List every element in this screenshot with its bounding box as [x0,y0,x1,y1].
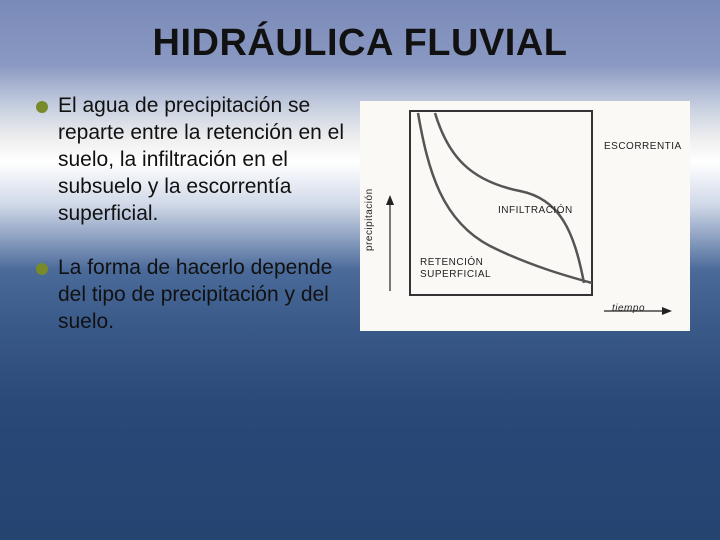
chart-svg [360,101,690,331]
bullet-text: El agua de precipitación se reparte entr… [58,93,348,227]
y-axis-label: precipitación [364,188,375,251]
precip-chart: precipitación tiempo ESCORRENTIA INFILTR… [360,101,690,331]
content-row: El agua de precipitación se reparte entr… [30,93,690,364]
bullet-dot-icon [36,101,48,113]
region-label-retencion-2: SUPERFICIAL [420,269,491,280]
bullet-item: La forma de hacerlo depende del tipo de … [36,255,348,336]
bullet-item: El agua de precipitación se reparte entr… [36,93,348,227]
region-label-retencion-1: RETENCIÓN [420,257,483,268]
text-column: El agua de precipitación se reparte entr… [30,93,348,364]
bullet-dot-icon [36,263,48,275]
bullet-text: La forma de hacerlo depende del tipo de … [58,255,348,336]
region-label-infiltracion: INFILTRACIÓN [498,205,573,216]
y-axis-arrow-head [386,195,394,205]
x-axis-label: tiempo [612,303,645,314]
slide: HIDRÁULICA FLUVIAL El agua de precipitac… [0,0,720,540]
region-label-escorrentia: ESCORRENTIA [604,141,682,152]
chart-column: precipitación tiempo ESCORRENTIA INFILTR… [360,101,690,364]
slide-title: HIDRÁULICA FLUVIAL [30,22,690,65]
x-axis-arrow-head [662,307,672,315]
